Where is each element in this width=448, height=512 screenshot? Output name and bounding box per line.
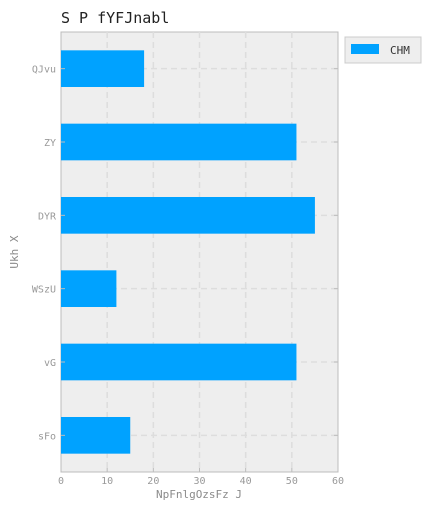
bar-vG <box>61 343 297 381</box>
legend: CHM <box>344 36 422 64</box>
x-tick-label: 20 <box>147 476 159 487</box>
bars <box>61 50 315 454</box>
y-tick-label: vG <box>44 358 56 369</box>
x-tick-label: 10 <box>101 476 113 487</box>
bar-QJvu <box>61 50 145 87</box>
y-tick-label: DYR <box>38 211 57 222</box>
chart-title: S P fYFJnabl <box>61 9 169 27</box>
x-gridlines <box>106 32 293 472</box>
x-axis-label: NpFnlgOzsFz J <box>156 488 242 501</box>
y-tick-label: QJvu <box>32 65 56 76</box>
x-tick-label: 50 <box>286 476 298 487</box>
legend-label: CHM <box>390 44 410 57</box>
x-axis-ticks: 0 10 20 30 40 50 60 <box>58 468 344 487</box>
x-tick-label: 0 <box>58 476 64 487</box>
y-tick-label: sFo <box>38 431 56 442</box>
legend-swatch <box>351 44 379 54</box>
y-axis-label: Ukh X <box>8 235 21 268</box>
y-tick-label: WSzU <box>32 285 56 296</box>
x-tick-label: 60 <box>332 476 344 487</box>
bar-sFo <box>61 417 131 454</box>
x-tick-label: 30 <box>193 476 205 487</box>
bar-WSzU <box>61 270 117 307</box>
bar-ZY <box>61 123 297 161</box>
y-tick-label: ZY <box>44 138 56 149</box>
bar-DYR <box>61 197 315 234</box>
x-tick-label: 40 <box>240 476 252 487</box>
y-axis-ticks: QJvu ZY DYR WSzU vG sFo <box>32 65 338 442</box>
